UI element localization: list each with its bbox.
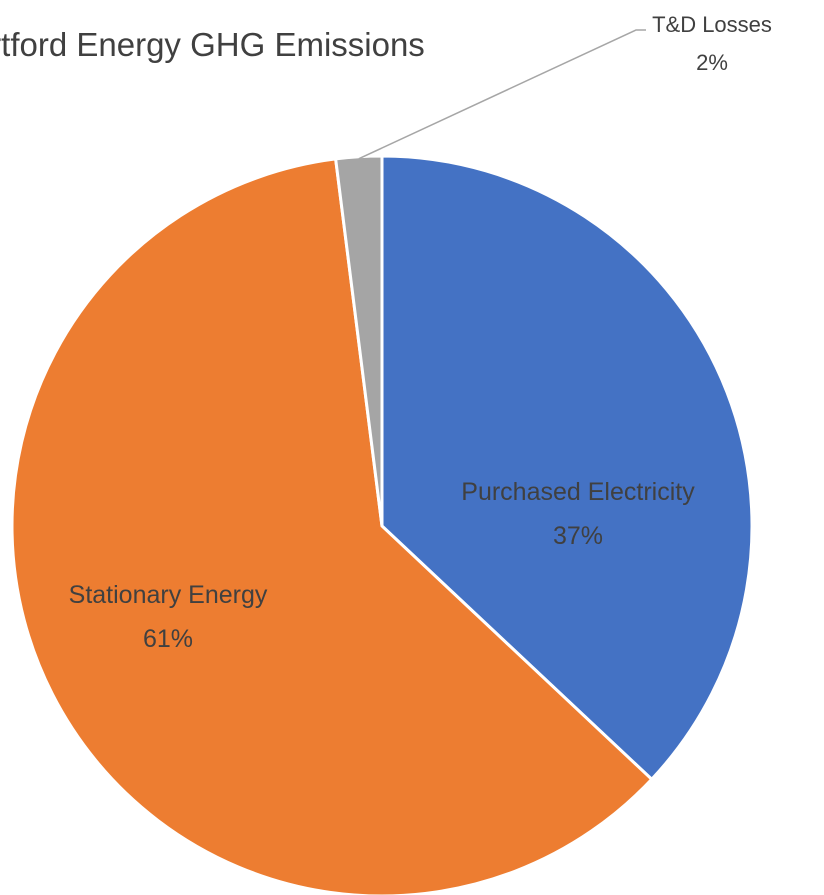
slice-label-stationary-energy: Stationary Energy bbox=[69, 581, 268, 609]
chart-title: Hartford Energy GHG Emissions bbox=[0, 26, 425, 63]
slice-value-purchased-electricity: 37% bbox=[553, 522, 603, 550]
slice-labels: Purchased Electricity 37% Stationary Energ… bbox=[69, 12, 772, 653]
leader-line-t-d-losses bbox=[358, 29, 646, 160]
leader-lines bbox=[358, 29, 646, 160]
slice-label-t-d-losses: T&D Losses bbox=[652, 12, 772, 37]
pie-slices bbox=[10, 154, 754, 895]
slice-value-t-d-losses: 2% bbox=[696, 50, 728, 75]
slice-label-purchased-electricity: Purchased Electricity bbox=[461, 478, 695, 506]
pie-slice-stationary-energy bbox=[10, 157, 654, 895]
slice-value-stationary-energy: 61% bbox=[143, 625, 193, 653]
pie-slice-purchased-electricity bbox=[380, 154, 754, 782]
pie-slice-t-d-losses bbox=[333, 154, 384, 527]
